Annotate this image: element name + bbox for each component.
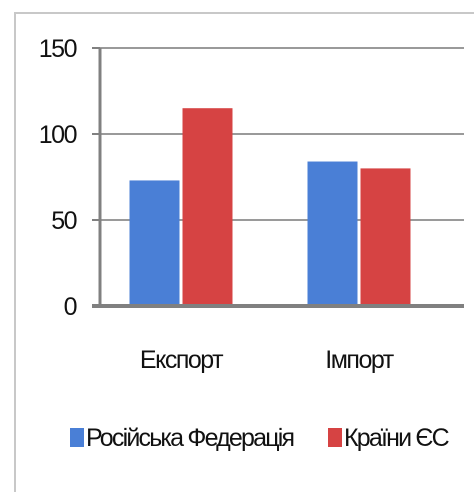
bar — [307, 161, 358, 306]
y-tick-labels: 0 50 100 150 — [39, 35, 78, 321]
bar — [360, 168, 411, 306]
category-label: Імпорт — [325, 346, 394, 374]
y-tick-label: 0 — [64, 293, 77, 321]
bars — [129, 108, 411, 306]
bar-chart: 0 50 100 150 Експорт Імпорт Російська Федера… — [39, 35, 464, 452]
y-tick-label: 50 — [51, 207, 76, 235]
chart-frame — [14, 12, 474, 492]
legend-swatch — [328, 428, 342, 447]
legend-label: Країни ЄС — [344, 424, 450, 452]
legend: Російська Федерація Країни ЄС — [70, 424, 451, 452]
bar — [129, 180, 180, 306]
legend-swatch — [70, 428, 84, 447]
y-tick-label: 150 — [39, 35, 77, 63]
category-labels: Експорт Імпорт — [140, 346, 396, 374]
category-label: Експорт — [140, 346, 224, 374]
bar — [182, 108, 233, 306]
y-tick-label: 100 — [39, 121, 77, 149]
legend-label: Російська Федерація — [86, 424, 293, 452]
